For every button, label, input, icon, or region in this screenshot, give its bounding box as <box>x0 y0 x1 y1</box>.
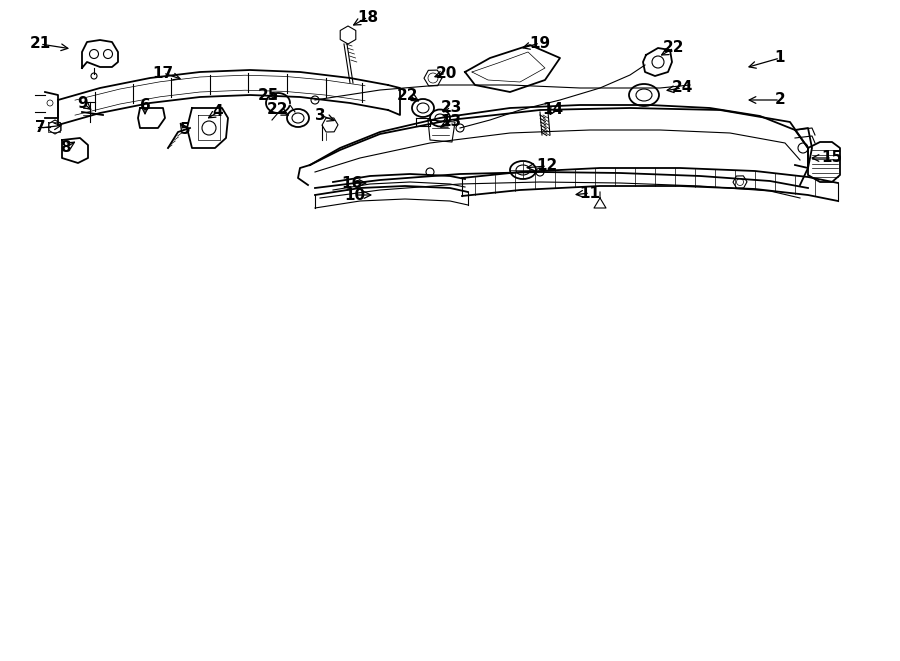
Text: 15: 15 <box>822 151 842 165</box>
Text: 23: 23 <box>440 100 462 114</box>
Text: 19: 19 <box>529 36 551 50</box>
Text: 24: 24 <box>671 81 693 95</box>
Text: 6: 6 <box>140 98 150 112</box>
Text: 3: 3 <box>315 108 325 122</box>
Text: 7: 7 <box>35 120 45 136</box>
Text: 20: 20 <box>436 65 456 81</box>
Text: 10: 10 <box>345 188 365 202</box>
Text: 4: 4 <box>212 104 223 120</box>
Text: 12: 12 <box>536 159 558 173</box>
Text: 22: 22 <box>267 102 289 118</box>
Text: 8: 8 <box>59 141 70 155</box>
Text: 18: 18 <box>357 9 379 24</box>
Text: 17: 17 <box>152 65 174 81</box>
Text: 21: 21 <box>30 36 50 52</box>
Text: 2: 2 <box>775 93 786 108</box>
Text: 14: 14 <box>543 102 563 118</box>
Text: 22: 22 <box>663 40 685 56</box>
Text: 22: 22 <box>397 87 418 102</box>
Text: 11: 11 <box>580 186 600 200</box>
Text: 1: 1 <box>775 50 785 65</box>
Text: 25: 25 <box>257 87 279 102</box>
Text: 16: 16 <box>341 176 363 190</box>
Text: 5: 5 <box>180 122 190 137</box>
Text: 13: 13 <box>440 114 462 130</box>
Text: 9: 9 <box>77 95 88 110</box>
